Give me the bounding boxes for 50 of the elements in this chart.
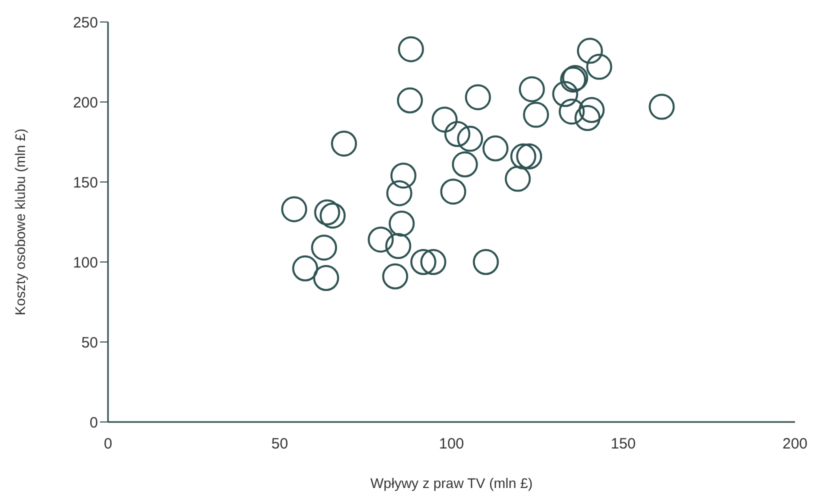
point bbox=[330, 130, 357, 157]
point bbox=[396, 87, 423, 114]
y-axis-title: Koszty osobowe klubu (mln £) bbox=[12, 128, 28, 316]
point bbox=[292, 255, 318, 282]
point bbox=[452, 151, 478, 178]
point bbox=[578, 97, 605, 123]
y-tick-label: 100 bbox=[72, 254, 98, 272]
point bbox=[574, 105, 601, 131]
point bbox=[386, 180, 412, 206]
point bbox=[420, 249, 446, 275]
point bbox=[523, 102, 549, 128]
point bbox=[510, 143, 536, 170]
point bbox=[382, 263, 408, 290]
y-tick-label: 200 bbox=[72, 94, 98, 112]
point bbox=[457, 126, 484, 152]
point bbox=[516, 143, 542, 170]
x-tick-label: 0 bbox=[104, 436, 112, 453]
point bbox=[368, 226, 394, 253]
point bbox=[558, 98, 585, 125]
point bbox=[388, 210, 415, 237]
y-tick-label: 150 bbox=[72, 174, 98, 192]
point bbox=[313, 265, 340, 291]
point bbox=[432, 106, 458, 133]
x-tick-label: 50 bbox=[271, 436, 288, 453]
point bbox=[398, 36, 424, 62]
y-tick-label: 250 bbox=[72, 14, 98, 32]
x-axis-title: Wpływy z praw TV (mln £) bbox=[370, 475, 533, 491]
point bbox=[472, 249, 499, 275]
x-tick-label: 200 bbox=[782, 436, 808, 453]
point bbox=[518, 76, 545, 102]
point bbox=[504, 166, 531, 192]
point bbox=[390, 162, 416, 189]
point bbox=[482, 135, 508, 162]
point bbox=[648, 94, 675, 120]
point bbox=[464, 84, 491, 110]
point bbox=[281, 196, 308, 222]
point bbox=[440, 178, 466, 205]
y-tick-label: 0 bbox=[90, 414, 98, 432]
point bbox=[444, 121, 470, 147]
x-tick-label: 100 bbox=[438, 436, 464, 453]
point bbox=[576, 38, 603, 64]
point bbox=[552, 81, 578, 107]
point bbox=[410, 249, 436, 275]
point bbox=[586, 54, 612, 80]
x-tick-label: 150 bbox=[610, 436, 636, 453]
point bbox=[320, 202, 346, 229]
point bbox=[385, 233, 412, 259]
y-tick-label: 50 bbox=[81, 334, 98, 352]
point bbox=[314, 199, 340, 226]
point bbox=[311, 234, 338, 261]
